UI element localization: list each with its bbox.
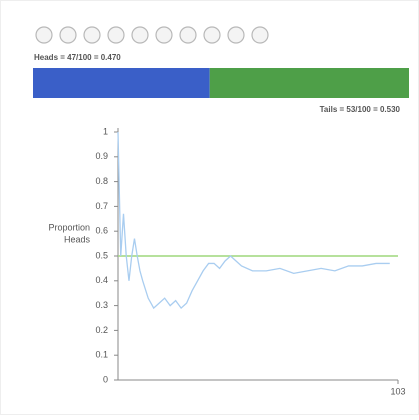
y-tick-label: 0.7 bbox=[95, 201, 108, 211]
coin bbox=[204, 27, 220, 43]
y-tick-label: 1 bbox=[103, 126, 108, 136]
coin bbox=[180, 27, 196, 43]
y-tick-label: 0.2 bbox=[95, 325, 108, 335]
x-tick-label: 103 bbox=[390, 386, 405, 396]
y-tick-label: 0.6 bbox=[95, 226, 108, 236]
heads-bar bbox=[33, 68, 210, 98]
app: Heads = 47/100 = 0.470 Tails = 53/100 = … bbox=[0, 0, 419, 415]
y-tick-label: 0.8 bbox=[95, 176, 108, 186]
tails-label: Tails = 53/100 = 0.530 bbox=[320, 105, 401, 114]
coin bbox=[84, 27, 100, 43]
coin bbox=[60, 27, 76, 43]
y-tick-label: 0.3 bbox=[95, 300, 108, 310]
coin bbox=[156, 27, 172, 43]
coin bbox=[228, 27, 244, 43]
coin bbox=[108, 27, 124, 43]
page: Heads = 47/100 = 0.470 Tails = 53/100 = … bbox=[0, 0, 419, 420]
coin bbox=[252, 27, 268, 43]
coin bbox=[132, 27, 148, 43]
tails-bar bbox=[210, 68, 409, 98]
y-tick-label: 0.1 bbox=[95, 350, 108, 360]
heads-label: Heads = 47/100 = 0.470 bbox=[34, 53, 121, 62]
y-tick-label: 0 bbox=[103, 374, 108, 384]
y-tick-label: 0.5 bbox=[95, 250, 108, 260]
y-tick-label: 0.4 bbox=[95, 275, 108, 285]
frame bbox=[1, 1, 419, 415]
coin bbox=[36, 27, 52, 43]
y-tick-label: 0.9 bbox=[95, 151, 108, 161]
y-axis-label: Heads bbox=[64, 234, 91, 244]
y-axis-label: Proportion bbox=[48, 222, 90, 232]
